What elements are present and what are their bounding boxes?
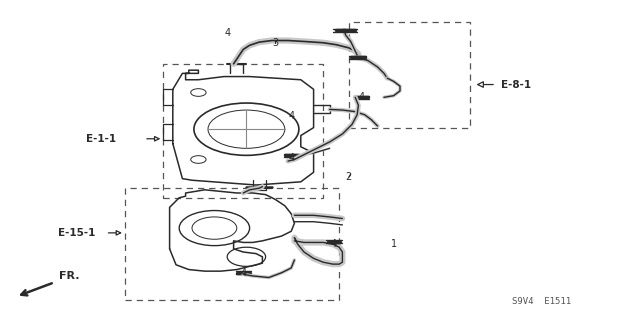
Text: E-8-1: E-8-1 [501,79,531,90]
Text: 1: 1 [390,239,397,249]
Text: E-1-1: E-1-1 [86,134,116,144]
Text: 3: 3 [272,38,278,48]
Text: 4: 4 [358,92,365,102]
Text: E-15-1: E-15-1 [58,228,95,238]
Text: FR.: FR. [59,271,79,281]
Text: 4: 4 [288,153,294,163]
Text: 4: 4 [288,111,294,122]
Text: 4: 4 [224,28,230,39]
Text: S9V4  E1511: S9V4 E1511 [512,297,571,306]
Text: 4: 4 [240,268,246,278]
Text: 2: 2 [346,172,352,182]
Text: 4: 4 [331,239,337,249]
